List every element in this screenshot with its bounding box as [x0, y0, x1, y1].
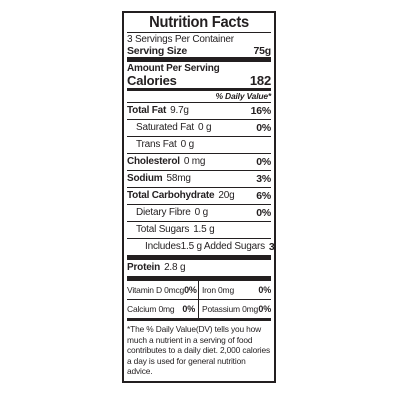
divider-heavy — [127, 276, 271, 281]
vitamin-name: Calcium — [127, 304, 157, 314]
vitamin-name: Vitamin D — [127, 285, 162, 295]
label-title: Nutrition Facts — [149, 14, 249, 31]
nutrient-amount: 58mg — [166, 173, 191, 184]
vitamin-amount: 0mg — [242, 304, 258, 314]
nutrient-row-total-fat: Total Fat 9.7g 16% — [127, 103, 271, 119]
divider — [127, 102, 271, 103]
nutrient-row-protein: Protein 2.8 g — [127, 260, 271, 276]
calories-label: Calories — [127, 73, 177, 88]
nutrient-daily-value: 6% — [256, 190, 271, 202]
nutrient-row-sodium: Sodium 58mg 3% — [127, 170, 271, 187]
divider-medium — [127, 88, 271, 91]
nutrient-row-total-carbohydrate: Total Carbohydrate 20g 6% — [127, 187, 271, 204]
nutrient-row-total-sugars: Total Sugars 1.5 g — [127, 221, 271, 238]
vitamin-amount: 0mcg — [164, 285, 185, 295]
divider — [127, 32, 271, 33]
nutrient-amount: 20g — [218, 190, 235, 201]
nutrient-row-trans-fat: Trans Fat 0 g — [127, 136, 271, 153]
nutrient-daily-value: 16% — [250, 105, 272, 117]
divider-medium — [127, 318, 271, 321]
nutrient-name: Dietary Fibre — [136, 207, 191, 218]
vitamin-amount: 0mg — [158, 304, 175, 314]
vitamin-row: Vitamin D 0mcg 0% Iron 0mg 0% — [127, 281, 271, 299]
daily-value-footnote: *The % Daily Value(DV) tells you how muc… — [127, 324, 270, 376]
vitamin-row: Calcium 0mg 0% Potassium 0mg 0% — [127, 300, 271, 318]
nutrient-row-dietary-fibre: Dietary Fibre 0 g 0% — [127, 204, 271, 221]
nutrient-name: Protein — [127, 262, 161, 273]
divider-heavy — [127, 255, 271, 260]
calcium-cell: Calcium 0mg 0% — [127, 300, 199, 318]
nutrient-amount: 0 g — [194, 207, 209, 218]
nutrition-facts-label: Nutrition Facts 3 Servings Per Container… — [122, 11, 276, 383]
serving-size-value: 75g — [253, 45, 272, 57]
serving-size-label: Serving Size — [127, 45, 188, 57]
nutrient-daily-value: 3% — [268, 241, 275, 253]
nutrient-amount: 0 mg — [183, 156, 206, 167]
calories-row: Calories 182 — [127, 74, 271, 88]
nutrient-name: Saturated Fat — [136, 122, 194, 133]
nutrient-name: Cholesterol — [127, 156, 180, 167]
vitamin-name: Potassium — [202, 304, 240, 314]
calories-value: 182 — [249, 73, 271, 88]
vitamin-daily-value: 0% — [182, 304, 195, 314]
nutrient-amount: 2.8 g — [164, 262, 186, 273]
nutrient-name: Sodium — [127, 173, 163, 184]
nutrient-row-cholesterol: Cholesterol 0 mg 0% — [127, 153, 271, 170]
nutrient-row-added-sugars: Includes1.5 g Added Sugars 3% — [127, 238, 274, 255]
iron-cell: Iron 0mg 0% — [199, 281, 271, 299]
nutrient-amount: 9.7g — [170, 105, 189, 116]
nutrient-daily-value: 0% — [256, 156, 271, 168]
nutrient-daily-value: 0% — [256, 122, 271, 134]
servings-per-container: 3 Servings Per Container — [127, 33, 271, 45]
daily-value-header-text: % Daily Value* — [215, 91, 272, 101]
amount-per-serving-text: Amount Per Serving — [127, 63, 220, 74]
vitamin-d-cell: Vitamin D 0mcg 0% — [127, 281, 199, 299]
nutrient-daily-value: 0% — [256, 207, 271, 219]
potassium-cell: Potassium 0mg 0% — [199, 300, 271, 318]
vitamin-daily-value: 0% — [184, 285, 197, 295]
vitamin-daily-value: 0% — [258, 304, 271, 314]
serving-size-row: Serving Size 75g — [127, 45, 271, 57]
nutrient-name: Total Sugars — [136, 224, 190, 235]
nutrient-name: Total Fat — [127, 105, 167, 116]
nutrient-name: Includes1.5 g Added Sugars — [145, 241, 265, 252]
nutrient-daily-value: 3% — [256, 173, 271, 185]
divider-heavy — [127, 57, 271, 62]
nutrient-name: Trans Fat — [136, 139, 177, 150]
vitamin-amount: 0mg — [218, 285, 234, 295]
amount-per-serving: Amount Per Serving — [127, 62, 271, 74]
nutrient-amount: 0 g — [198, 122, 212, 133]
nutrient-amount: 0 g — [180, 139, 195, 150]
nutrient-row-saturated-fat: Saturated Fat 0 g 0% — [127, 119, 271, 136]
nutrient-name: Total Carbohydrate — [127, 190, 215, 201]
daily-value-header: % Daily Value* — [127, 91, 272, 102]
servings-per-container-text: 3 Servings Per Container — [127, 34, 234, 45]
nutrient-amount: 1.5 g — [193, 224, 215, 235]
vitamin-name: Iron — [202, 285, 216, 295]
divider — [127, 299, 271, 300]
vitamin-daily-value: 0% — [258, 285, 271, 295]
